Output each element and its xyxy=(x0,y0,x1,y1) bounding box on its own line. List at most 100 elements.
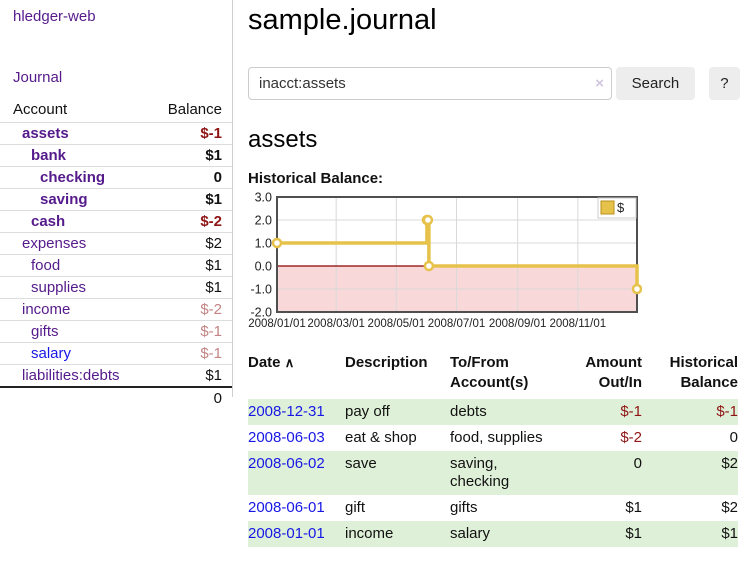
svg-text:-2.0: -2.0 xyxy=(250,306,272,320)
account-link[interactable]: bank xyxy=(31,147,67,164)
account-link[interactable]: assets xyxy=(22,125,69,142)
account-row: salary $-1 xyxy=(0,342,232,365)
transaction-accounts: gifts xyxy=(450,499,478,516)
account-link[interactable]: checking xyxy=(40,169,106,186)
accounts-total-row: 0 xyxy=(0,386,232,409)
search-button[interactable]: Search xyxy=(616,67,695,100)
account-balance: $-2 xyxy=(150,298,232,321)
sort-asc-icon: ∧ xyxy=(284,355,295,370)
svg-text:-1.0: -1.0 xyxy=(250,283,272,297)
transaction-balance: 0 xyxy=(729,429,738,446)
help-button[interactable]: ? xyxy=(708,67,740,100)
account-balance: $2 xyxy=(150,232,232,255)
search-input[interactable] xyxy=(248,67,612,100)
account-row: food $1 xyxy=(0,254,232,277)
account-link[interactable]: supplies xyxy=(31,279,87,296)
register-table: Date ∧ Description To/From Account(s) Am… xyxy=(248,351,738,547)
svg-text:2008/09/01: 2008/09/01 xyxy=(489,318,547,330)
account-row: cash $-2 xyxy=(0,210,232,233)
account-row: liabilities:debts $1 xyxy=(0,364,232,387)
brand-link[interactable]: hledger-web xyxy=(13,8,96,25)
accounts-total: 0 xyxy=(150,386,232,409)
account-balance: $-1 xyxy=(150,122,232,145)
account-balance: $1 xyxy=(150,254,232,277)
account-row: saving $1 xyxy=(0,188,232,211)
transaction-date-link[interactable]: 2008-12-31 xyxy=(248,403,325,420)
transaction-amount: $1 xyxy=(558,521,642,547)
account-row: assets $-1 xyxy=(0,122,232,145)
register-header-accounts: To/From Account(s) xyxy=(450,354,529,391)
transaction-date-link[interactable]: 2008-06-03 xyxy=(248,429,325,446)
transaction-accounts: debts xyxy=(450,399,558,425)
transaction-description: eat & shop xyxy=(345,429,417,446)
transaction-date-link[interactable]: 2008-01-01 xyxy=(248,525,325,542)
register-header-balance: Historical Balance xyxy=(669,354,738,391)
chart-title: Historical Balance: xyxy=(248,170,384,187)
transaction-balance: $1 xyxy=(642,521,738,547)
transaction-amount: $-1 xyxy=(558,399,642,425)
transaction-balance: $-1 xyxy=(642,399,738,425)
accounts-table: Account Balance assets $-1 bank $1 checking 0… xyxy=(0,101,232,409)
svg-text:2008/03/01: 2008/03/01 xyxy=(307,318,365,330)
account-balance: 0 xyxy=(150,166,232,189)
account-balance: $1 xyxy=(150,364,232,387)
account-row: expenses $2 xyxy=(0,232,232,255)
transaction-date-link[interactable]: 2008-06-01 xyxy=(248,499,325,516)
register-row: 2008-06-03 eat & shop food, supplies $-2 0 xyxy=(248,425,738,451)
transaction-balance: $2 xyxy=(642,451,738,495)
transaction-date-link[interactable]: 2008-06-02 xyxy=(248,455,325,472)
account-balance: $-1 xyxy=(150,320,232,343)
account-row: bank $1 xyxy=(0,144,232,167)
account-link[interactable]: saving xyxy=(40,191,88,208)
svg-text:$: $ xyxy=(617,200,625,215)
register-header-amount: Amount Out/In xyxy=(585,354,642,391)
account-link[interactable]: cash xyxy=(31,213,66,230)
nav-journal-link[interactable]: Journal xyxy=(13,69,63,86)
transaction-amount: 0 xyxy=(558,451,642,495)
transaction-accounts: salary xyxy=(450,521,558,547)
account-balance: $-2 xyxy=(150,210,232,233)
account-link[interactable]: salary xyxy=(31,345,72,362)
transaction-amount: $1 xyxy=(625,499,642,516)
account-page-title: assets xyxy=(248,126,318,153)
register-row: 2008-01-01 income salary $1 $1 xyxy=(248,521,738,547)
sidebar: hledger-web Journal Account Balance asse… xyxy=(0,0,232,409)
register-row: 2008-06-02 save saving, checking 0 $2 xyxy=(248,451,738,495)
account-balance: $1 xyxy=(150,276,232,299)
clear-search-icon[interactable]: × xyxy=(595,75,604,92)
account-link[interactable]: income xyxy=(22,301,71,318)
transaction-amount: $-2 xyxy=(620,429,642,446)
accounts-header-account: Account xyxy=(13,101,68,118)
account-link[interactable]: gifts xyxy=(31,323,59,340)
register-row: 2008-06-01 gift gifts $1 $2 xyxy=(248,495,738,521)
account-link[interactable]: food xyxy=(31,257,61,274)
account-row: gifts $-1 xyxy=(0,320,232,343)
transaction-balance: $2 xyxy=(721,499,738,516)
transaction-description: save xyxy=(345,451,450,495)
svg-text:1.0: 1.0 xyxy=(255,237,272,251)
transaction-accounts: food, supplies xyxy=(450,429,543,446)
svg-text:2008/11/01: 2008/11/01 xyxy=(549,318,606,330)
transaction-accounts: saving, checking xyxy=(450,451,558,495)
svg-text:3.0: 3.0 xyxy=(255,192,272,205)
account-row: checking 0 xyxy=(0,166,232,189)
account-link[interactable]: liabilities:debts xyxy=(22,367,120,384)
accounts-header-balance: Balance xyxy=(167,101,222,118)
svg-text:2.0: 2.0 xyxy=(255,214,272,228)
register-header-description: Description xyxy=(345,354,428,371)
account-row: income $-2 xyxy=(0,298,232,321)
main-content: sample.journal × Search ? assets Histori… xyxy=(248,0,740,547)
account-link[interactable]: expenses xyxy=(22,235,87,252)
account-balance: $-1 xyxy=(150,342,232,365)
register-header-date[interactable]: Date ∧ xyxy=(248,354,295,371)
svg-text:0.0: 0.0 xyxy=(255,260,272,274)
sidebar-divider xyxy=(232,0,233,397)
account-balance: $1 xyxy=(150,188,232,211)
transaction-description: gift xyxy=(345,499,366,516)
register-row: 2008-12-31 pay off debts $-1 $-1 xyxy=(248,399,738,425)
svg-text:2008/05/01: 2008/05/01 xyxy=(368,318,426,330)
search-form: × Search ? xyxy=(248,67,740,100)
svg-text:2008/07/01: 2008/07/01 xyxy=(428,318,486,330)
account-balance: $1 xyxy=(150,144,232,167)
